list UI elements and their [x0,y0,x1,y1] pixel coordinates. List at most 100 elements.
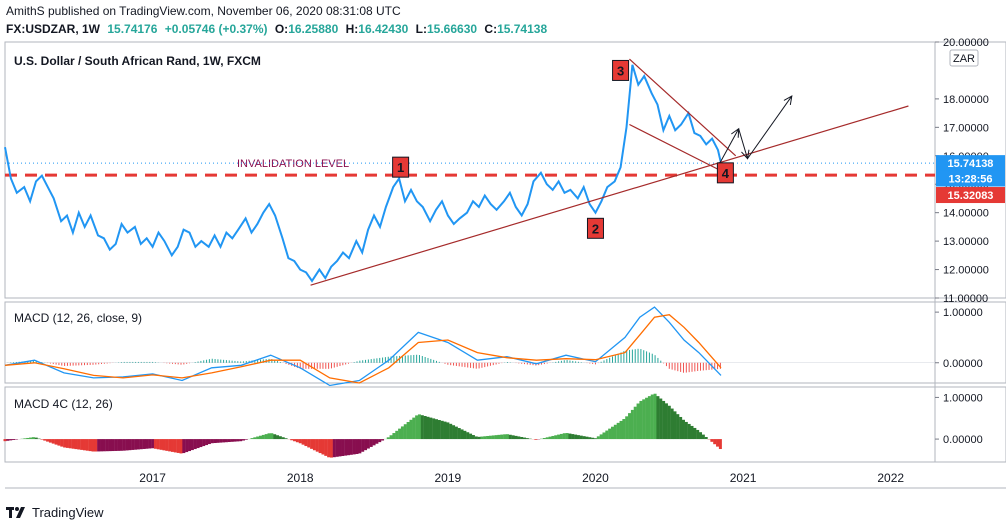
macd4c-bar [679,416,683,440]
macd4c-bar [491,435,495,440]
macd4c-bar [565,433,569,440]
low-value: 15.66630 [427,22,478,36]
footer-brand[interactable]: TradingView [32,504,104,520]
macd4c-bar [710,439,714,442]
macd4c-bar [205,439,209,446]
macd4c-bar [97,439,101,452]
wave-badge-4 [716,162,734,184]
macd4c-bar [338,439,342,457]
macd4c-bar [329,439,333,458]
macd4c-bar [656,396,660,440]
macd4c-bar [219,439,223,443]
macd4c-bar [202,439,206,447]
macd4c-bar [534,439,538,440]
macd4c-bar [264,434,268,440]
macd4c-bar [449,423,453,440]
macd4c-bar [699,432,703,440]
macd4c-bar [165,439,169,451]
wave-badge-label-1: 1 [397,160,404,175]
macd4c-bar [94,439,98,452]
main-chart-title: U.S. Dollar / South African Rand, 1W, FX… [14,54,261,68]
macd4c-bar [681,419,685,440]
x-tick-label: 2018 [287,471,314,485]
macd4c-bar [295,439,299,443]
macd4c-bar [576,435,580,440]
macd4c-bar [145,439,149,449]
macd4c-bar [636,403,640,440]
macd4c-bar [261,434,265,440]
macd4c-bar [466,432,470,440]
macd4c-bar [60,439,64,447]
macd4c-bar [463,430,467,440]
macd4c-bar [554,435,558,440]
macd4c-bar [210,439,214,444]
macd4c-bar [585,436,589,440]
price-change: +0.05746 (+0.37%) [164,22,268,36]
macd4c-bar [216,439,220,443]
macd4c-bar [344,439,348,456]
macd4c-bar [114,439,118,451]
macd4c-bar [619,420,623,440]
macd4c-bar [179,439,183,454]
macd4c-bar [667,405,671,440]
macd4c-bar [134,439,138,450]
macd4c-bar [670,408,674,440]
x-tick-label: 2017 [139,471,166,485]
macd4c-bar [562,433,566,440]
macd4c-bar [511,435,515,440]
macd4c-bar [258,435,262,440]
macd4c-bar [628,413,632,440]
macd4c-bar [162,439,166,451]
macd4c-bar [625,416,629,440]
macd4c-bar [341,439,345,456]
symbol-ohlc-line: FX:USDZAR, 1W 15.74176 +0.05746 (+0.37%)… [6,22,547,36]
macd4c-bar [253,437,257,440]
x-tick-label: 2021 [730,471,757,485]
macd4c-bar [503,434,507,440]
macd4c-bar [307,439,311,448]
macd4c-bar [273,434,277,440]
macd4c-bar [571,434,575,440]
macd4c-bar [227,439,231,443]
macd4c-bar [488,435,492,440]
macd4c-bar [486,435,490,440]
macd4c-bar [213,439,217,444]
macd4c-bar [508,434,512,440]
high-value: 16.42430 [358,22,409,36]
last-price: 15.74176 [107,22,158,36]
macd4c-bar [85,439,89,451]
macd4c-bar [409,419,413,440]
macd4c-bar [290,439,294,441]
macd4c-bar [321,439,325,455]
macd4c-bar [312,439,316,451]
price-tag-0 [936,155,1005,172]
macd4c-bar [188,439,192,452]
macd4c-bar [659,398,663,440]
macd4c-bar [190,439,194,451]
macd4c-bar [185,439,189,453]
macd4c-bar [582,436,586,440]
macd4c-bar [423,416,427,440]
macd4c-bar [304,439,308,447]
signal-line [4,314,722,384]
macd4c-bar [611,426,615,440]
macd4c-bar [687,423,691,440]
forecast-arrow-0 [719,128,740,164]
macd4c-bar [647,396,651,440]
macd4c-bar [412,417,416,440]
x-tick-label: 2019 [435,471,462,485]
macd4c-bar [224,439,228,443]
macd4c-bar [63,439,67,448]
macd4c-bar [664,403,668,440]
macd4c-bar [369,439,373,447]
symbol-label: FX:USDZAR, 1W [6,22,100,36]
macd4c-bar [29,437,33,440]
macd4c-bar [454,426,458,440]
macd4c-bar [310,439,314,449]
macd4c-bar [395,430,399,440]
macd4c-bar [293,439,297,442]
macd4c-bar [315,439,319,452]
x-tick-label: 2020 [582,471,609,485]
macd4c-bar [139,439,143,450]
